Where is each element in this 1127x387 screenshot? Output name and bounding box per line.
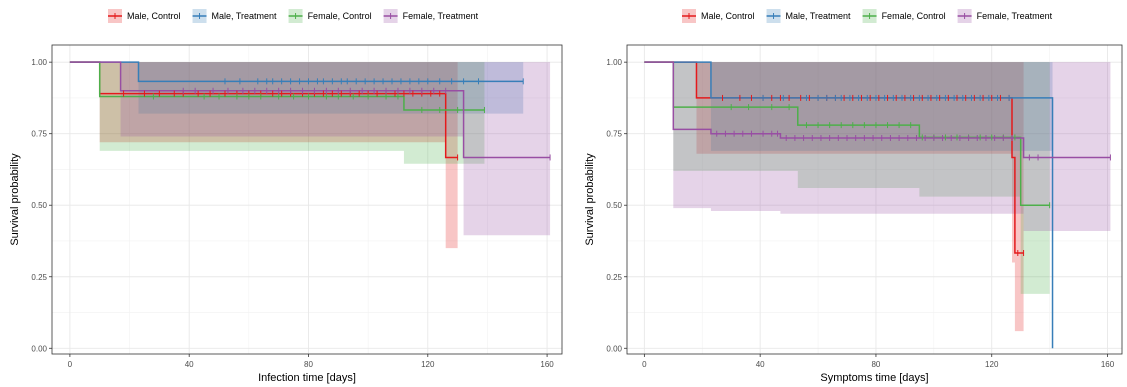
legend-label: Male, Treatment xyxy=(786,11,852,21)
x-tick-label: 0 xyxy=(68,360,73,369)
legend-label: Male, Treatment xyxy=(212,11,278,21)
ci-band-4 xyxy=(69,62,551,236)
y-tick-label: 1.00 xyxy=(31,58,47,67)
y-tick-label: 0.75 xyxy=(31,130,47,139)
ci-band-2 xyxy=(69,62,524,114)
y-tick-label: 0.00 xyxy=(31,344,47,353)
ci-band-3 xyxy=(644,62,1050,294)
x-tick-label: 80 xyxy=(871,360,880,369)
y-tick-label: 1.00 xyxy=(606,58,622,67)
y-tick-label: 0.00 xyxy=(606,344,622,353)
survival-line-2 xyxy=(644,61,1054,349)
legend-label: Male, Control xyxy=(127,11,181,21)
plot-background xyxy=(627,45,1122,354)
y-tick-label: 0.50 xyxy=(31,201,47,210)
y-tick-label: 0.25 xyxy=(31,273,47,282)
y-axis-title: Survival probability xyxy=(584,153,596,246)
x-axis-title: Infection time [days] xyxy=(258,372,356,384)
x-tick-label: 160 xyxy=(540,360,554,369)
legend-item-4: Female, Treatment xyxy=(957,9,1053,23)
legend: Male, Control Male, Treatment Female, Cont… xyxy=(682,9,1053,23)
chart-panel-2: 0 40 80 120 160 0.00 0.25 0.50 0.75 1.00 Symptoms … xyxy=(584,9,1123,384)
y-tick-label: 0.25 xyxy=(606,273,622,282)
ci-band-3 xyxy=(69,62,485,164)
legend-label: Female, Control xyxy=(882,11,946,21)
panel-border xyxy=(626,44,1123,355)
legend-label: Male, Control xyxy=(701,11,755,21)
legend-item-1: Male, Control xyxy=(682,9,755,23)
legend-item-2: Male, Treatment xyxy=(766,9,852,23)
y-tick-label: 0.75 xyxy=(606,130,622,139)
survival-line-4 xyxy=(644,61,1111,159)
legend-label: Female, Treatment xyxy=(403,11,479,21)
legend: Male, Control Male, Treatment Female, Cont… xyxy=(108,9,479,23)
legend-item-1: Male, Control xyxy=(108,9,181,23)
x-tick-label: 40 xyxy=(756,360,765,369)
ci-band-4 xyxy=(644,62,1111,231)
x-tick-label: 120 xyxy=(985,360,999,369)
x-tick-label: 80 xyxy=(304,360,313,369)
x-axis-title: Symptoms time [days] xyxy=(820,372,928,384)
x-tick-label: 120 xyxy=(421,360,435,369)
survival-line-4 xyxy=(69,61,551,159)
survival-line-1 xyxy=(644,61,1024,254)
y-axis-title: Survival probability xyxy=(9,153,21,246)
x-tick-label: 40 xyxy=(185,360,194,369)
ci-band-1 xyxy=(69,62,458,249)
x-tick-label: 0 xyxy=(642,360,647,369)
legend-item-2: Male, Treatment xyxy=(192,9,278,23)
chart-panel-1: 0 40 80 120 160 0.00 0.25 0.50 0.75 1.00 Infection… xyxy=(9,9,563,384)
ci-band-1 xyxy=(644,62,1024,332)
legend-label: Female, Treatment xyxy=(977,11,1053,21)
legend-label: Female, Control xyxy=(308,11,372,21)
y-tick-label: 0.50 xyxy=(606,201,622,210)
panel-border xyxy=(51,44,563,355)
legend-item-4: Female, Treatment xyxy=(383,9,479,23)
x-tick-label: 160 xyxy=(1101,360,1115,369)
legend-item-3: Female, Control xyxy=(288,9,372,23)
legend-item-3: Female, Control xyxy=(862,9,946,23)
